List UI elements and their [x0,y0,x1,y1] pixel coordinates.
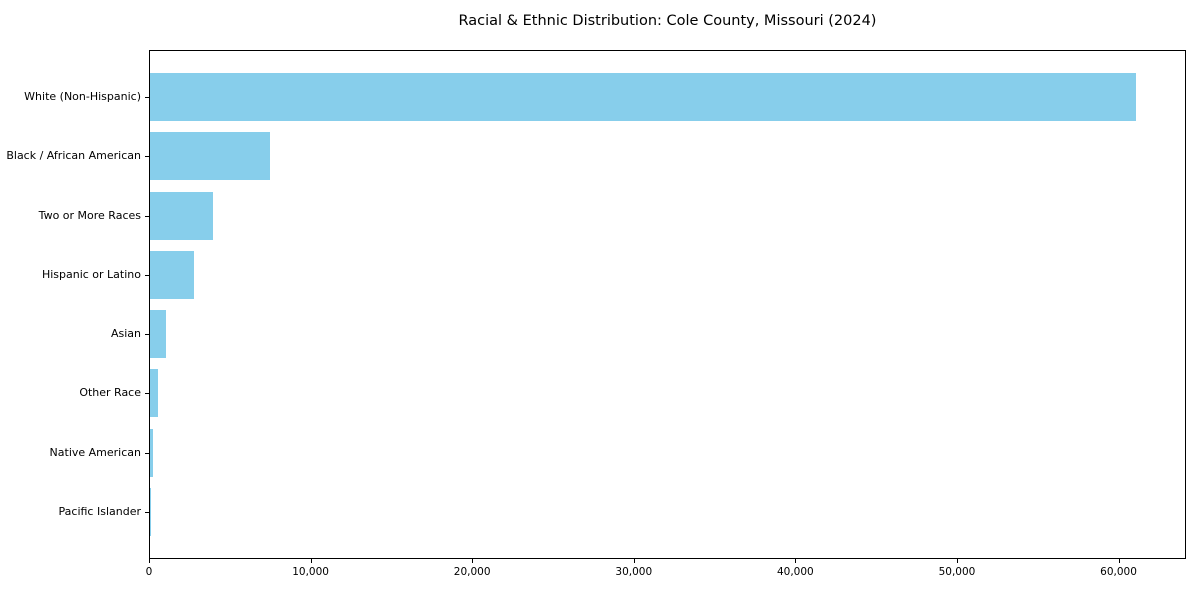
chart-title: Racial & Ethnic Distribution: Cole Count… [458,13,877,29]
bar-asian [150,310,167,359]
x-tick-label: 50,000 [938,566,976,578]
x-tick-mark [472,559,474,563]
y-tick-label: Native American [49,445,141,459]
bar-native-american [150,428,153,477]
y-tick-label: Pacific Islander [58,504,141,518]
x-tick-label: 30,000 [615,566,653,578]
x-tick-label: 20,000 [453,566,491,578]
x-tick-mark [149,559,150,563]
bar-black-african-american [150,132,270,181]
y-tick-mark [145,452,149,454]
y-tick-mark [145,156,149,158]
y-tick-label: White (Non-Hispanic) [24,90,141,104]
x-tick-mark [310,559,312,563]
x-tick-label: 60,000 [1100,566,1137,578]
x-tick-label: 0 [145,566,153,578]
x-tick-mark [633,559,635,563]
x-tick-mark [795,559,797,563]
x-tick-label: 40,000 [776,566,814,578]
x-tick-label: 10,000 [292,566,329,578]
y-tick-mark [145,511,149,513]
x-tick-mark [956,559,958,563]
bar-pacific-islander [150,487,151,536]
bar-other-race [150,369,158,418]
y-tick-mark [145,274,149,276]
y-tick-mark [145,215,149,217]
bar-hispanic-or-latino [150,250,195,299]
y-tick-label: Hispanic or Latino [41,267,141,281]
y-tick-label: Black / African American [6,149,141,163]
y-tick-mark [145,334,149,336]
plot-area [149,50,1186,559]
x-tick-mark [1118,559,1120,563]
y-tick-mark [145,97,149,99]
bar-two-or-more-races [150,191,214,240]
y-tick-label: Other Race [79,386,141,400]
y-tick-label: Asian [110,327,141,341]
y-tick-label: Two or More Races [38,208,141,222]
bar-white-non-hispanic [150,73,1136,122]
y-tick-mark [145,393,149,395]
